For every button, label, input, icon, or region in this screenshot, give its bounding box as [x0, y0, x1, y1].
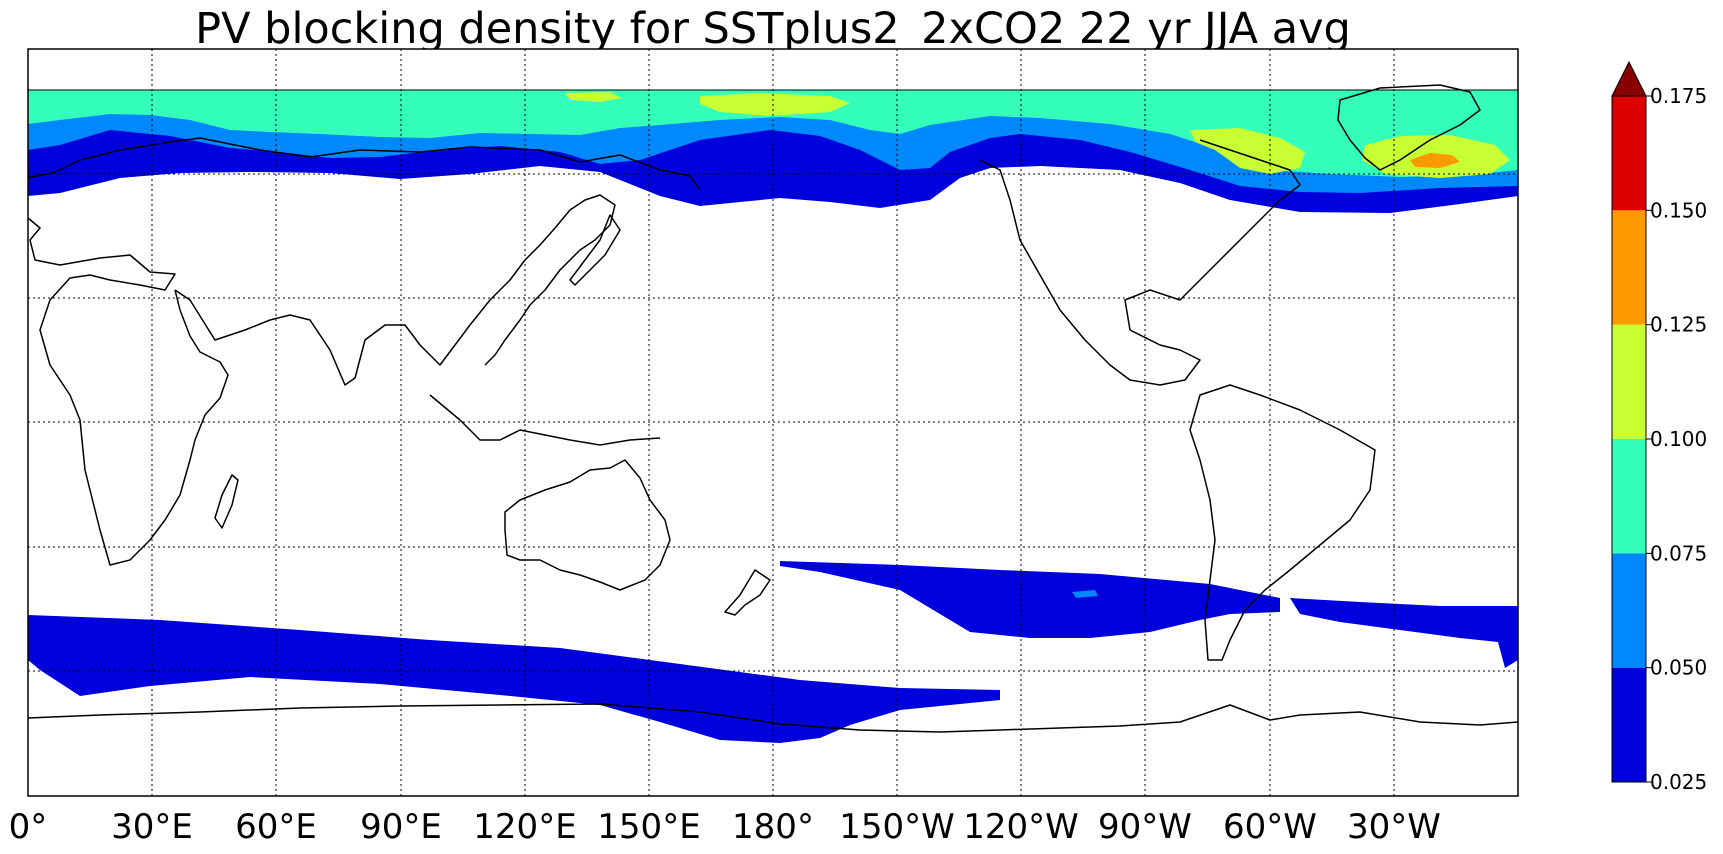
- colorbar-segment: [1612, 96, 1646, 211]
- coast-madagascar: [214, 474, 239, 529]
- colorbar-tick-label: 0.150: [1650, 198, 1707, 222]
- lon-label-0: 0°: [9, 807, 48, 847]
- lon-label-60e: 60°E: [235, 807, 317, 847]
- colorbar-segment: [1612, 210, 1646, 325]
- lon-label-30w: 30°W: [1347, 807, 1441, 847]
- lon-label-150w: 150°W: [839, 807, 955, 847]
- colorbar-segment: [1612, 667, 1646, 782]
- nh-level-0-075: [28, 90, 1518, 177]
- lon-label-90w: 90°W: [1098, 807, 1192, 847]
- coast-east-asia: [469, 194, 616, 366]
- colorbar-tick-label: 0.175: [1650, 84, 1707, 108]
- lon-label-60w: 60°W: [1223, 807, 1317, 847]
- colorbar: 0.025 0.050 0.075 0.100 0.125 0.150 0.175: [1611, 60, 1707, 794]
- coast-eurasia-north: [28, 137, 701, 191]
- colorbar-tick-label: 0.050: [1650, 656, 1707, 680]
- gridlines: [28, 49, 1518, 796]
- lon-label-180: 180°: [732, 807, 814, 847]
- coast-new-zealand: [724, 569, 771, 616]
- nh-level-0-100-siberia-small: [565, 92, 622, 102]
- lon-label-120w: 120°W: [963, 807, 1079, 847]
- coast-indonesia: [429, 394, 661, 446]
- nh-level-0-125-greenland: [1410, 153, 1460, 168]
- nh-level-0-100-arctic: [700, 93, 850, 116]
- colorbar-tick-label: 0.075: [1650, 541, 1707, 565]
- colorbar-tick-label: 0.025: [1650, 770, 1707, 794]
- lon-label-120e: 120°E: [473, 807, 576, 847]
- colorbar-segment: [1612, 439, 1646, 554]
- coast-australia: [504, 459, 671, 591]
- chart-title: PV blocking density for SSTplus2_2xCO2 2…: [195, 4, 1351, 54]
- sh-blocking-bands: [28, 561, 1518, 743]
- sh-band-pacific-0-050: [1072, 590, 1098, 598]
- coast-north-america: [979, 139, 1301, 386]
- lon-label-150e: 150°E: [597, 807, 700, 847]
- coast-south-america: [1189, 384, 1376, 661]
- coast-europe-africa: [28, 217, 229, 566]
- sh-band-indian: [28, 615, 1000, 743]
- map-frame: [27, 48, 1519, 797]
- coast-japan: [569, 214, 621, 286]
- coast-antarctica: [28, 703, 1518, 733]
- lon-label-90e: 90°E: [360, 807, 442, 847]
- colorbar-segment: [1612, 553, 1646, 668]
- colorbar-segment: [1612, 324, 1646, 439]
- sh-band-pacific: [780, 561, 1280, 638]
- colorbar-tick-label: 0.100: [1650, 427, 1707, 451]
- colorbar-tick-label: 0.125: [1650, 313, 1707, 337]
- sh-band-atlantic: [1290, 598, 1518, 668]
- lon-label-30e: 30°E: [111, 807, 193, 847]
- nh-level-0-100-davis: [1190, 128, 1305, 174]
- coastlines: [28, 84, 1518, 733]
- longitude-labels: 0° 30°E 60°E 90°E 120°E 150°E 180° 150°W…: [9, 807, 1441, 847]
- coast-greenland: [1337, 84, 1481, 171]
- colorbar-extend-triangle: [1611, 60, 1647, 97]
- coast-arabia-india: [174, 289, 471, 386]
